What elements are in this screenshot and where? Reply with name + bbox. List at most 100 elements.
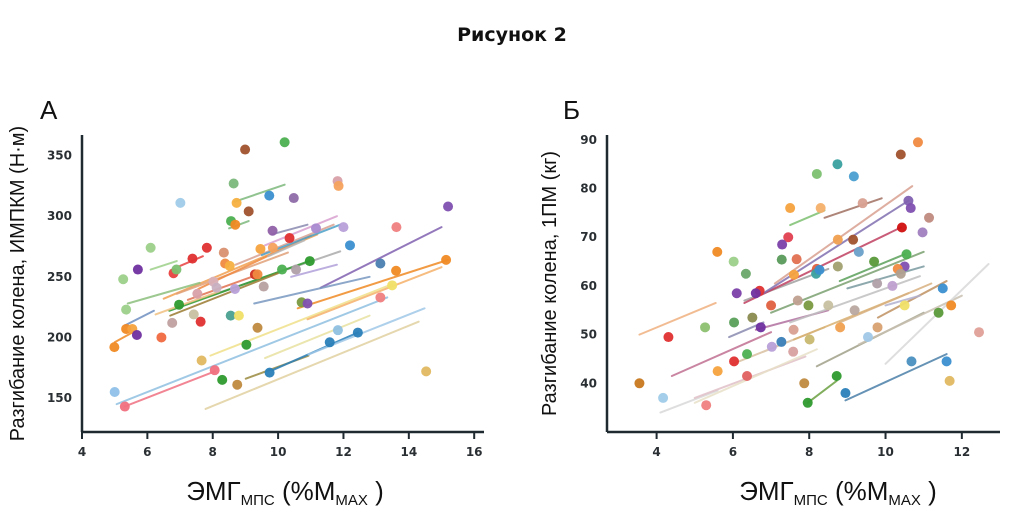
x-axis-label-part: ЭМГ xyxy=(739,476,793,506)
regression-line xyxy=(209,283,394,357)
regression-line xyxy=(290,263,338,278)
data-point xyxy=(783,232,794,243)
data-point xyxy=(277,264,288,275)
y-tick-label: 80 xyxy=(580,182,597,196)
data-point xyxy=(391,222,402,233)
data-point xyxy=(192,288,203,299)
data-point xyxy=(228,178,239,189)
data-point xyxy=(663,332,674,343)
regression-line xyxy=(659,389,719,414)
y-tick-label: 200 xyxy=(47,330,72,344)
figure-title: Рисунок 2 xyxy=(457,24,567,46)
regression-line xyxy=(846,265,925,290)
x-axis-label-subscript: MAX xyxy=(888,492,921,509)
data-point xyxy=(896,222,907,233)
data-point xyxy=(728,256,739,267)
regression-line xyxy=(149,260,178,271)
data-point xyxy=(712,246,723,257)
regression-line xyxy=(844,353,948,402)
data-point xyxy=(375,292,386,303)
data-point xyxy=(766,341,777,352)
data-point xyxy=(188,309,199,320)
x-axis-label-part: ЭМГ xyxy=(186,476,240,506)
regression-line xyxy=(267,239,306,258)
regression-line xyxy=(253,275,371,305)
y-tick-label: 90 xyxy=(580,133,597,147)
x-tick-label: 8 xyxy=(209,445,217,459)
data-point xyxy=(937,283,948,294)
data-point xyxy=(766,300,777,311)
data-point xyxy=(944,375,955,386)
data-point xyxy=(905,203,916,214)
data-point xyxy=(701,400,712,411)
data-point xyxy=(895,268,906,279)
data-point xyxy=(848,234,859,245)
regression-line xyxy=(743,226,902,304)
x-axis-label-subscript: MAX xyxy=(335,492,368,509)
data-point xyxy=(776,254,787,265)
data-point xyxy=(241,339,252,350)
regression-line xyxy=(789,275,921,324)
data-point xyxy=(252,322,263,333)
data-point xyxy=(803,300,814,311)
regression-line xyxy=(693,348,818,404)
data-point xyxy=(788,269,799,280)
data-point xyxy=(924,212,935,223)
y-tick-label: 60 xyxy=(580,279,597,293)
data-point xyxy=(776,336,787,347)
regression-line xyxy=(169,272,280,317)
data-point xyxy=(788,346,799,357)
data-point xyxy=(750,288,761,299)
data-point xyxy=(917,227,928,238)
panel-a-chart: 4 6 8 10 12 14 16 150 200 250 300 350 Разгибание кол… xyxy=(7,126,484,509)
data-point xyxy=(742,349,753,360)
data-point xyxy=(284,233,295,244)
data-point xyxy=(906,356,917,367)
x-tick-label: 4 xyxy=(652,445,660,459)
data-point xyxy=(815,203,826,214)
data-point xyxy=(848,171,859,182)
data-point xyxy=(731,288,742,299)
regression-line xyxy=(124,309,155,327)
data-point xyxy=(229,283,240,294)
data-point xyxy=(849,305,860,316)
data-point xyxy=(118,274,129,285)
x-axis-label: ЭМГМПС (%MMAX ) xyxy=(186,476,384,509)
regression-line xyxy=(838,282,933,324)
regression-line xyxy=(773,185,914,285)
panel-b-chart: 4 6 8 10 12 40 50 60 70 80 90 Разгибание колена, 1П… xyxy=(539,133,1000,509)
data-point xyxy=(175,197,186,208)
data-point xyxy=(255,243,266,254)
data-point xyxy=(872,278,883,289)
regression-line xyxy=(762,199,910,295)
x-tick-label: 6 xyxy=(729,445,737,459)
y-tick-label: 70 xyxy=(580,230,597,244)
x-axis-label-part: ) xyxy=(921,476,937,506)
data-point xyxy=(225,310,236,321)
y-tick-label: 50 xyxy=(580,328,597,342)
data-point xyxy=(288,193,299,204)
regression-line xyxy=(264,314,371,360)
data-point xyxy=(901,249,912,260)
data-point xyxy=(899,300,910,311)
data-point xyxy=(840,388,851,399)
data-point xyxy=(243,206,254,217)
data-point xyxy=(209,365,220,376)
data-point xyxy=(174,299,185,310)
data-point xyxy=(252,269,263,280)
x-tick-label: 12 xyxy=(335,445,352,459)
data-point xyxy=(145,242,156,253)
data-point xyxy=(391,265,402,276)
data-point xyxy=(729,356,740,367)
data-point xyxy=(338,222,349,233)
data-point xyxy=(832,261,843,272)
x-tick-label: 12 xyxy=(953,445,970,459)
regression-line xyxy=(806,379,838,404)
y-tick-label: 40 xyxy=(580,376,597,390)
data-point xyxy=(700,322,711,333)
data-point xyxy=(352,327,363,338)
data-point xyxy=(832,234,843,245)
regression-line xyxy=(270,223,309,236)
data-point xyxy=(267,225,278,236)
x-axis-label-subscript: МПС xyxy=(794,492,828,509)
